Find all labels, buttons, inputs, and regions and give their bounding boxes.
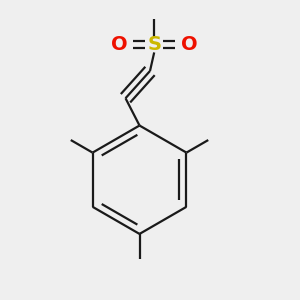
Text: O: O	[111, 35, 128, 54]
Text: S: S	[147, 35, 161, 54]
Text: O: O	[181, 35, 197, 54]
